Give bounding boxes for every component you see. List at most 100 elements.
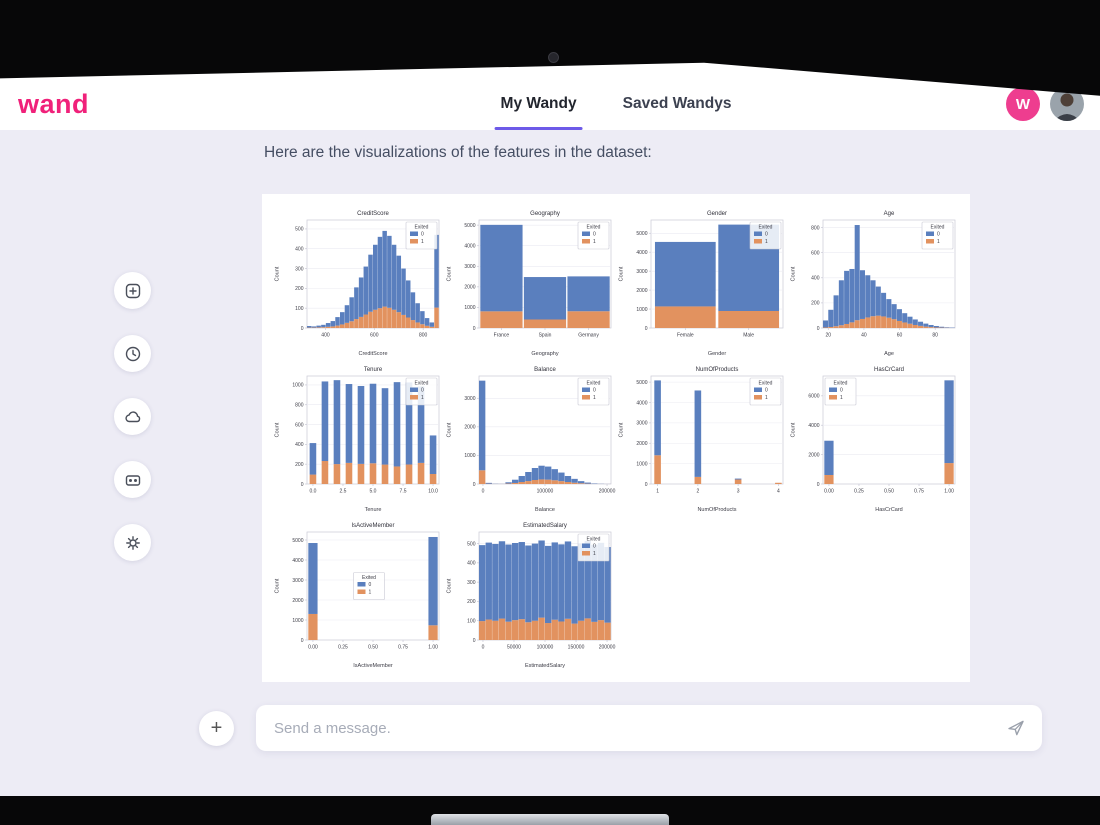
- svg-text:0: 0: [645, 482, 648, 488]
- svg-text:0: 0: [593, 232, 596, 238]
- svg-text:Count: Count: [447, 578, 453, 593]
- svg-text:0: 0: [301, 482, 304, 488]
- svg-text:4000: 4000: [636, 250, 647, 256]
- svg-text:1000: 1000: [636, 461, 647, 467]
- profile-avatar[interactable]: [1050, 87, 1084, 121]
- svg-text:CreditScore: CreditScore: [358, 351, 387, 357]
- svg-text:0.00: 0.00: [824, 489, 834, 495]
- svg-text:200: 200: [295, 462, 304, 468]
- svg-text:Spain: Spain: [539, 333, 552, 339]
- svg-text:3000: 3000: [464, 396, 475, 402]
- svg-text:1: 1: [421, 395, 424, 401]
- chart-Geography: 0 1000 2000 3000 4000 5000 France Spain Germany G…: [444, 206, 616, 358]
- tab-saved-wandys[interactable]: Saved Wandys: [623, 78, 732, 130]
- svg-text:0: 0: [369, 582, 372, 588]
- svg-text:2000: 2000: [808, 452, 819, 458]
- svg-text:Tenure: Tenure: [364, 367, 383, 373]
- workspace-avatar[interactable]: W: [1006, 87, 1040, 121]
- chart-Gender: 0 1000 2000 3000 4000 5000 Female Male Gender Gen…: [616, 206, 788, 358]
- svg-text:0: 0: [482, 489, 485, 495]
- svg-text:0: 0: [645, 326, 648, 332]
- webcam-dot: [548, 52, 559, 63]
- svg-text:Count: Count: [275, 578, 281, 593]
- svg-text:0: 0: [937, 232, 940, 238]
- bot-icon: [125, 474, 140, 486]
- svg-text:10.0: 10.0: [428, 489, 438, 495]
- svg-text:0: 0: [473, 638, 476, 644]
- svg-text:0: 0: [482, 645, 485, 651]
- svg-text:Count: Count: [447, 266, 453, 281]
- svg-text:40: 40: [861, 333, 867, 339]
- svg-text:Geography: Geography: [531, 351, 558, 357]
- svg-text:Age: Age: [884, 351, 894, 357]
- profile-photo-icon: [1050, 87, 1084, 121]
- chat-content: Here are the visualizations of the featu…: [262, 130, 1100, 682]
- svg-text:60: 60: [897, 333, 903, 339]
- svg-text:150000: 150000: [568, 645, 585, 651]
- svg-text:0: 0: [817, 482, 820, 488]
- chart-Tenure: 0 200 400 600 800 1000 0.0 2.5 5.0 7.5 10.0 Tenure T…: [272, 362, 444, 514]
- tab-saved-wandys-label: Saved Wandys: [622, 95, 732, 112]
- sidebar: [114, 272, 151, 561]
- svg-text:Age: Age: [884, 211, 895, 217]
- sidebar-item-settings[interactable]: [114, 524, 151, 561]
- svg-text:1000: 1000: [636, 307, 647, 313]
- svg-text:800: 800: [295, 403, 304, 409]
- svg-text:1000: 1000: [292, 618, 303, 624]
- svg-text:Balance: Balance: [534, 367, 556, 373]
- cloud-icon: [124, 410, 140, 422]
- svg-text:Exited: Exited: [415, 381, 429, 387]
- sidebar-item-bot[interactable]: [114, 461, 151, 498]
- svg-text:5000: 5000: [292, 538, 303, 544]
- message-input-container: [256, 705, 1042, 751]
- composer: +: [199, 705, 1042, 751]
- svg-text:500: 500: [467, 541, 476, 547]
- svg-text:Tenure: Tenure: [365, 507, 382, 513]
- attach-button[interactable]: +: [199, 710, 234, 746]
- svg-text:Balance: Balance: [535, 507, 555, 513]
- svg-text:100000: 100000: [537, 489, 554, 495]
- svg-text:NumOfProducts: NumOfProducts: [696, 367, 739, 373]
- svg-text:200: 200: [811, 301, 820, 307]
- svg-text:7.5: 7.5: [400, 489, 407, 495]
- svg-text:3000: 3000: [636, 421, 647, 427]
- svg-text:50000: 50000: [507, 645, 521, 651]
- svg-text:1.00: 1.00: [428, 645, 438, 651]
- svg-text:200: 200: [467, 599, 476, 605]
- svg-text:1000: 1000: [464, 305, 475, 311]
- svg-text:IsActiveMember: IsActiveMember: [353, 663, 393, 669]
- tab-my-wandy[interactable]: My Wandy: [494, 78, 583, 130]
- sidebar-item-new-wandy[interactable]: [114, 272, 151, 309]
- svg-text:0: 0: [593, 388, 596, 394]
- svg-text:5000: 5000: [636, 380, 647, 386]
- svg-text:0.75: 0.75: [914, 489, 924, 495]
- assistant-message: Here are the visualizations of the featu…: [264, 144, 652, 161]
- main-nav: My Wandy Saved Wandys: [494, 78, 732, 130]
- svg-text:100: 100: [295, 306, 304, 312]
- svg-text:5.0: 5.0: [370, 489, 377, 495]
- svg-text:HasCrCard: HasCrCard: [874, 367, 904, 373]
- wand-logo[interactable]: wand: [18, 88, 90, 119]
- svg-text:600: 600: [295, 422, 304, 428]
- paper-plane-icon: [1008, 720, 1024, 736]
- chart-IsActiveMember: 0 1000 2000 3000 4000 5000 0.00 0.25 0.50 0.75 1.0…: [272, 518, 444, 670]
- chart-HasCrCard: 0 2000 4000 6000 0.00 0.25 0.50 0.75 1.00 HasCrCa…: [788, 362, 960, 514]
- svg-text:20: 20: [825, 333, 831, 339]
- svg-text:Germany: Germany: [578, 333, 599, 339]
- send-button[interactable]: [1006, 718, 1026, 738]
- sidebar-item-history[interactable]: [114, 335, 151, 372]
- sidebar-item-cloud[interactable]: [114, 398, 151, 435]
- svg-text:CreditScore: CreditScore: [357, 211, 389, 217]
- svg-text:4000: 4000: [292, 558, 303, 564]
- svg-text:1: 1: [765, 239, 768, 245]
- message-input[interactable]: [272, 718, 996, 738]
- svg-text:Count: Count: [275, 422, 281, 437]
- svg-text:0: 0: [421, 388, 424, 394]
- svg-text:Exited: Exited: [587, 225, 601, 231]
- svg-text:Gender: Gender: [708, 351, 727, 357]
- svg-text:Count: Count: [619, 422, 625, 437]
- svg-text:0: 0: [421, 232, 424, 238]
- svg-text:1: 1: [593, 395, 596, 401]
- svg-text:3000: 3000: [636, 269, 647, 275]
